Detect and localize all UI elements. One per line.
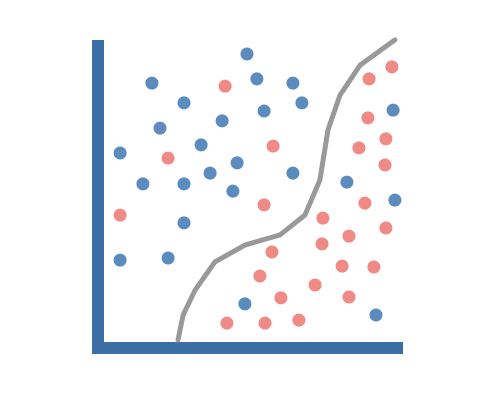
point — [257, 104, 271, 118]
point — [367, 260, 381, 274]
point — [177, 96, 191, 110]
point — [113, 253, 127, 267]
point — [316, 211, 330, 225]
point — [258, 316, 272, 330]
point — [361, 111, 375, 125]
point — [286, 166, 300, 180]
point — [203, 166, 217, 180]
point — [240, 47, 254, 61]
point — [145, 76, 159, 90]
point — [113, 208, 127, 222]
x-axis — [92, 342, 403, 354]
point — [352, 141, 366, 155]
point — [238, 297, 252, 311]
point — [177, 216, 191, 230]
point — [257, 198, 271, 212]
point — [194, 138, 208, 152]
point — [379, 132, 393, 146]
point — [385, 60, 399, 74]
point — [358, 196, 372, 210]
point — [113, 146, 127, 160]
point — [265, 245, 279, 259]
point — [253, 269, 267, 283]
point — [388, 193, 402, 207]
point — [218, 79, 232, 93]
point — [215, 114, 229, 128]
point — [226, 184, 240, 198]
point — [295, 96, 309, 110]
point — [250, 72, 264, 86]
point — [266, 139, 280, 153]
point — [161, 151, 175, 165]
point — [340, 175, 354, 189]
point — [378, 158, 392, 172]
point — [342, 229, 356, 243]
y-axis — [92, 40, 104, 354]
point — [308, 278, 322, 292]
point — [136, 177, 150, 191]
point — [379, 221, 393, 235]
point — [342, 290, 356, 304]
point — [362, 72, 376, 86]
point — [220, 316, 234, 330]
point — [230, 156, 244, 170]
point — [315, 237, 329, 251]
point — [335, 259, 349, 273]
point — [177, 177, 191, 191]
point — [386, 103, 400, 117]
point — [153, 121, 167, 135]
point — [274, 291, 288, 305]
boundary-line — [175, 37, 398, 343]
point — [286, 76, 300, 90]
point — [369, 308, 383, 322]
point — [292, 313, 306, 327]
point — [161, 251, 175, 265]
